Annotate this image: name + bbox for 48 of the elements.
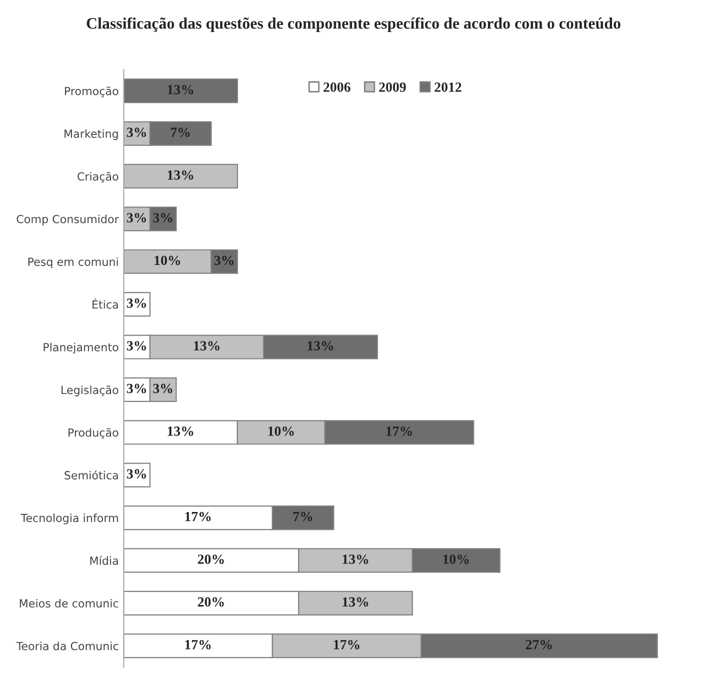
data-label: 3% bbox=[126, 341, 146, 351]
data-label: 3% bbox=[153, 213, 172, 222]
data-label: 3% bbox=[126, 298, 146, 308]
y-tick-label: Comp Consumidor bbox=[16, 214, 119, 226]
y-tick-label: Planejamento bbox=[44, 342, 118, 354]
y-tick-label: Teoria da Comunic bbox=[16, 642, 118, 650]
y-tick-label: Mídia bbox=[90, 556, 118, 565]
y-tick-label: Promoção bbox=[64, 86, 118, 98]
data-label: 20% bbox=[198, 554, 224, 564]
y-tick-label: Pesq em comuni bbox=[28, 257, 118, 268]
chart-title: Classificação das questões de componente específico de acordo com o conteúdo bbox=[86, 17, 620, 32]
legend-label: 2009 bbox=[379, 82, 406, 92]
data-label: 13% bbox=[194, 341, 220, 351]
data-label: 10% bbox=[443, 554, 469, 564]
y-tick-label: Marketing bbox=[64, 129, 118, 140]
data-label: 10% bbox=[268, 426, 294, 436]
legend-label: 2012 bbox=[434, 82, 462, 92]
data-label: 20% bbox=[198, 597, 224, 607]
data-label: 17% bbox=[185, 640, 211, 650]
data-label: 3% bbox=[214, 256, 234, 266]
data-label: 17% bbox=[185, 512, 211, 522]
data-label: 3% bbox=[126, 128, 146, 138]
data-label: 13% bbox=[342, 554, 368, 564]
y-tick-label: Semiótica bbox=[64, 470, 118, 480]
data-label: 3% bbox=[126, 213, 146, 222]
data-label: 17% bbox=[386, 426, 412, 436]
data-label: 7% bbox=[170, 128, 190, 138]
data-label: 13% bbox=[168, 170, 194, 180]
y-tick-label: Produção bbox=[68, 428, 118, 439]
y-tick-label: Meios de comunic bbox=[20, 598, 118, 608]
data-label: 13% bbox=[168, 84, 194, 94]
data-label: 27% bbox=[526, 640, 552, 650]
bar bbox=[124, 78, 238, 104]
data-label: 17% bbox=[334, 640, 360, 650]
data-label: 7% bbox=[293, 512, 312, 522]
y-tick-label: Ética bbox=[92, 298, 118, 309]
data-label: 13% bbox=[308, 341, 334, 351]
y-tick-label: Legislação bbox=[62, 385, 118, 396]
data-label: 10% bbox=[154, 256, 180, 266]
legend-label: 2006 bbox=[324, 82, 350, 92]
bar bbox=[124, 164, 238, 189]
y-tick-label: Criação bbox=[78, 172, 118, 183]
data-label: 13% bbox=[342, 597, 368, 607]
data-label: 3% bbox=[126, 469, 146, 479]
y-tick-label: Tecnologia inform bbox=[20, 514, 118, 524]
data-label: 13% bbox=[168, 426, 194, 436]
data-label: 3% bbox=[153, 384, 172, 394]
data-label: 3% bbox=[126, 384, 146, 394]
